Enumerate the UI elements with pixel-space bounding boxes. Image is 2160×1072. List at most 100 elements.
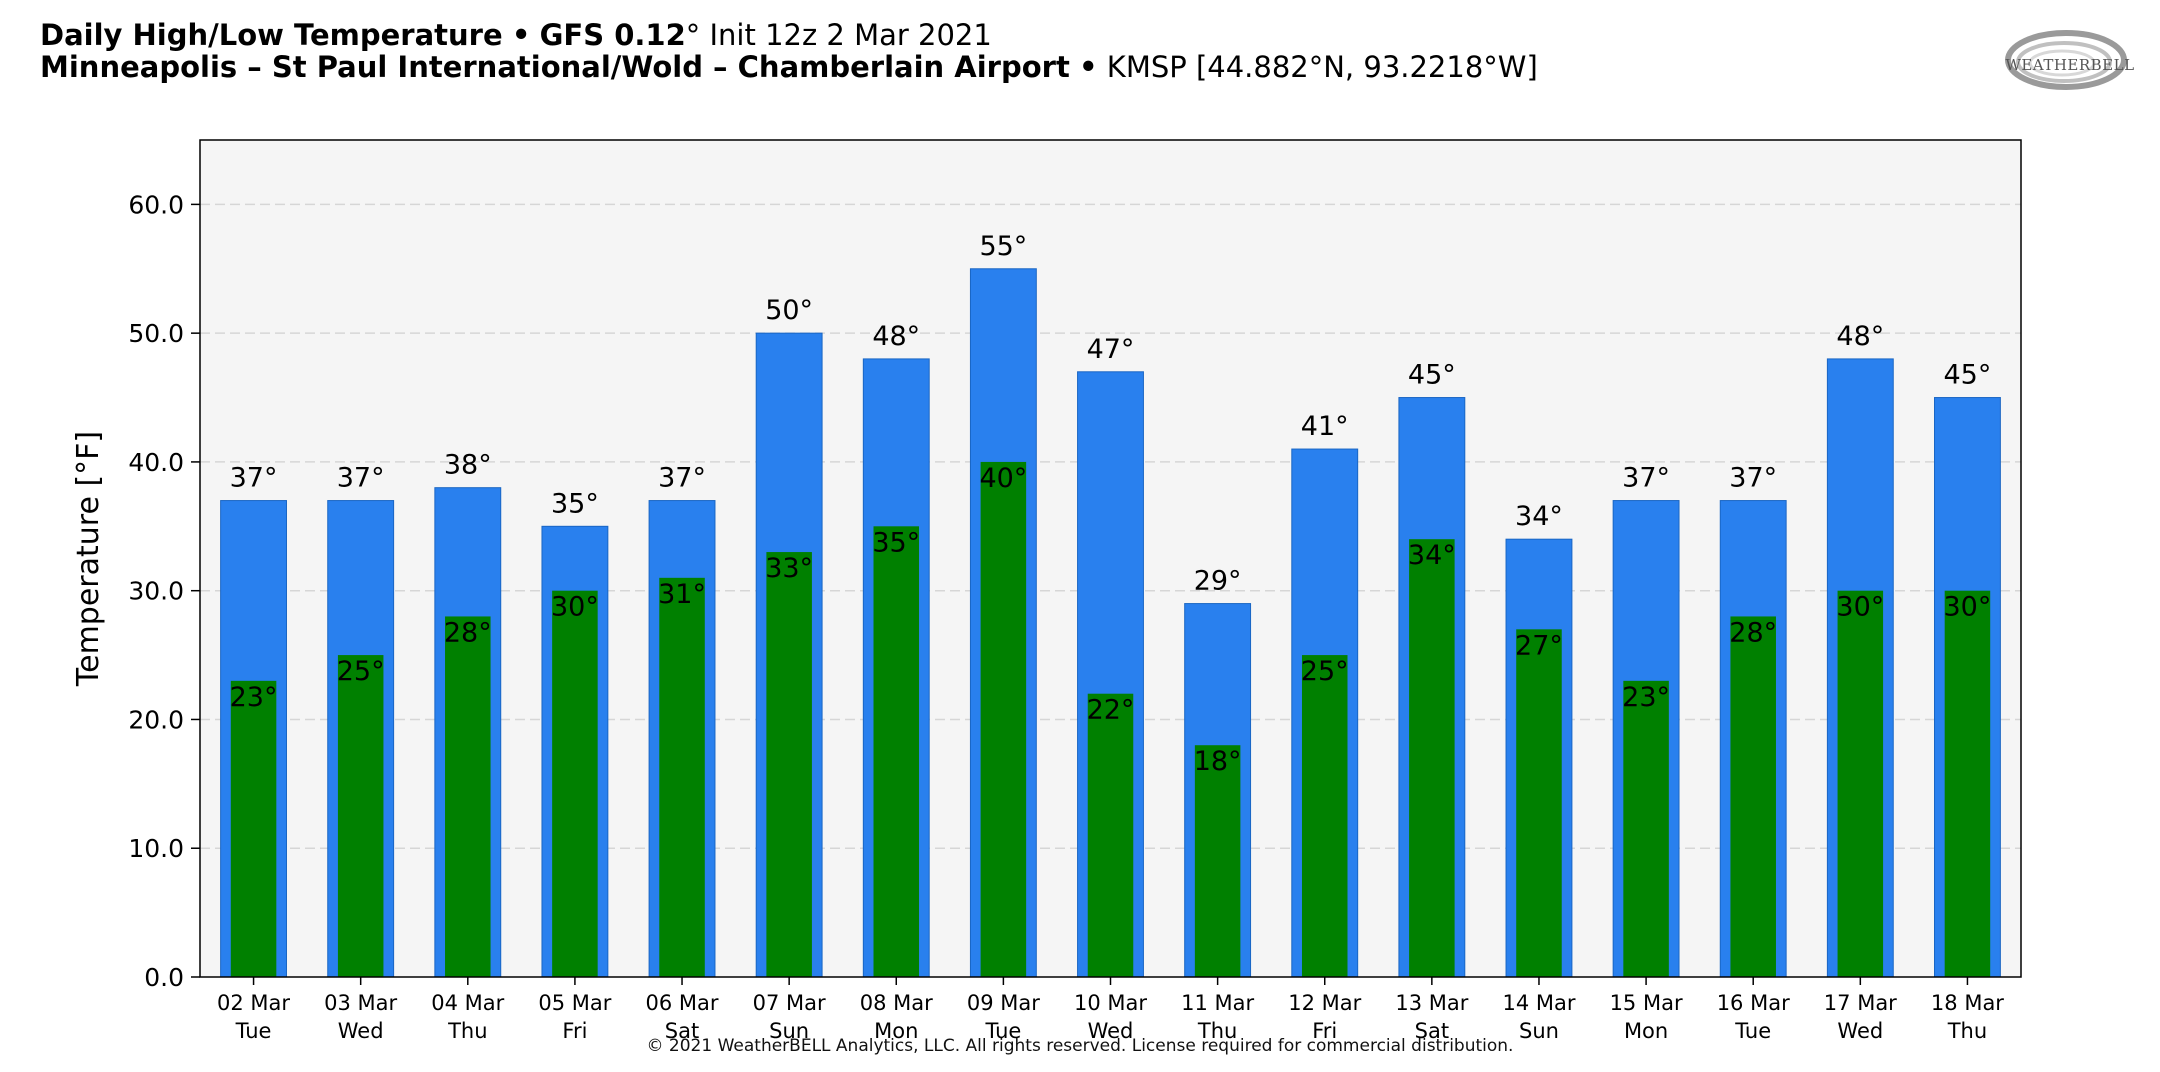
high-temp-label: 37° bbox=[230, 463, 278, 494]
y-tick-label: 50.0 bbox=[128, 319, 184, 348]
low-temp-bar bbox=[1730, 616, 1776, 977]
weatherbell-logo: WEATHERBELL bbox=[2004, 26, 2136, 96]
low-temp-label: 23° bbox=[1622, 682, 1670, 713]
x-tick-date-label: 02 Mar bbox=[217, 991, 290, 1015]
y-tick-label: 40.0 bbox=[128, 448, 184, 477]
low-temp-label: 30° bbox=[551, 592, 599, 623]
high-temp-label: 48° bbox=[872, 321, 920, 352]
x-tick-day-label: Sat bbox=[665, 1019, 699, 1043]
low-temp-bar bbox=[230, 680, 277, 977]
x-tick-day-label: Sun bbox=[769, 1019, 809, 1043]
x-tick-day-label: Wed bbox=[1837, 1019, 1883, 1043]
station-code: KMSP [44.882°N, 93.2218°W] bbox=[1106, 50, 1538, 84]
y-tick-label: 30.0 bbox=[128, 577, 184, 606]
high-temp-label: 34° bbox=[1515, 501, 1563, 532]
low-temp-label: 33° bbox=[765, 553, 813, 584]
high-temp-label: 35° bbox=[551, 488, 599, 519]
x-tick-day-label: Wed bbox=[338, 1019, 384, 1043]
title-main: Daily High/Low Temperature bbox=[40, 18, 503, 52]
low-temp-label: 23° bbox=[230, 682, 278, 713]
x-tick-date-label: 18 Mar bbox=[1931, 991, 2004, 1015]
x-tick-day-label: Thu bbox=[1947, 1019, 1987, 1043]
x-tick-day-label: Mon bbox=[874, 1019, 918, 1043]
y-tick-label: 20.0 bbox=[128, 705, 184, 734]
logo-text: WEATHERBELL bbox=[2005, 56, 2135, 74]
x-tick-day-label: Mon bbox=[1624, 1019, 1668, 1043]
plot-frame bbox=[199, 139, 2022, 978]
high-temp-label: 45° bbox=[1944, 360, 1992, 391]
high-temp-label: 37° bbox=[337, 463, 385, 494]
title-bullet: • bbox=[511, 18, 531, 52]
y-axis-label: Temperature [°F] bbox=[71, 431, 106, 687]
model-degree-mark: ° bbox=[685, 18, 701, 52]
low-temp-bar bbox=[873, 526, 920, 977]
high-temp-label: 55° bbox=[979, 231, 1027, 262]
chart-title: Daily High/Low Temperature • GFS 0.12° I… bbox=[40, 18, 992, 52]
low-temp-label: 25° bbox=[1301, 656, 1349, 687]
x-tick-date-label: 14 Mar bbox=[1502, 991, 1575, 1015]
low-temp-label: 34° bbox=[1408, 540, 1456, 571]
x-tick-day-label: Sat bbox=[1415, 1019, 1449, 1043]
x-tick-date-label: 07 Mar bbox=[753, 991, 826, 1015]
low-temp-label: 28° bbox=[1729, 617, 1777, 648]
x-tick-day-label: Wed bbox=[1088, 1019, 1134, 1043]
low-temp-bar bbox=[1301, 655, 1348, 977]
low-temp-bar bbox=[1194, 745, 1241, 977]
x-tick-date-label: 17 Mar bbox=[1824, 991, 1897, 1015]
high-temp-label: 29° bbox=[1194, 566, 1242, 597]
high-temp-label: 47° bbox=[1087, 334, 1135, 365]
low-temp-bar bbox=[980, 461, 1027, 977]
weatherbell-swirl-logo-icon bbox=[2005, 30, 2127, 90]
x-tick-date-label: 12 Mar bbox=[1288, 991, 1361, 1015]
copyright-notice: © 2021 WeatherBELL Analytics, LLC. All r… bbox=[646, 1036, 1514, 1056]
x-tick-day-label: Fri bbox=[562, 1019, 587, 1043]
x-tick-date-label: 10 Mar bbox=[1074, 991, 1147, 1015]
low-temp-label: 18° bbox=[1194, 746, 1242, 777]
high-temp-label: 38° bbox=[444, 450, 492, 481]
low-temp-bar bbox=[1516, 629, 1562, 977]
x-tick-day-label: Fri bbox=[1312, 1019, 1337, 1043]
x-tick-date-label: 11 Mar bbox=[1181, 991, 1254, 1015]
low-temp-label: 27° bbox=[1515, 630, 1563, 661]
low-temp-bar bbox=[1944, 590, 1991, 977]
low-temp-bar bbox=[659, 577, 705, 977]
x-tick-date-label: 03 Mar bbox=[324, 991, 397, 1015]
init-time: Init 12z 2 Mar 2021 bbox=[709, 18, 992, 52]
y-tick-label: 10.0 bbox=[128, 834, 184, 863]
x-tick-date-label: 05 Mar bbox=[538, 991, 611, 1015]
station-name: Minneapolis – St Paul International/Wold… bbox=[40, 50, 1070, 84]
x-tick-day-label: Tue bbox=[1734, 1019, 1771, 1043]
low-temp-label: 31° bbox=[658, 579, 706, 610]
low-temp-label: 22° bbox=[1087, 695, 1135, 726]
x-tick-date-label: 09 Mar bbox=[967, 991, 1040, 1015]
model-name: GFS 0.12 bbox=[539, 18, 686, 52]
x-tick-date-label: 06 Mar bbox=[646, 991, 719, 1015]
x-tick-day-label: Sun bbox=[1519, 1019, 1559, 1043]
low-temp-bar bbox=[445, 616, 491, 977]
x-tick-date-label: 04 Mar bbox=[431, 991, 504, 1015]
high-temp-label: 37° bbox=[1729, 463, 1777, 494]
low-temp-label: 30° bbox=[1944, 592, 1992, 623]
x-tick-date-label: 13 Mar bbox=[1395, 991, 1468, 1015]
x-tick-date-label: 08 Mar bbox=[860, 991, 933, 1015]
subtitle-bullet: • bbox=[1079, 50, 1098, 84]
x-tick-day-label: Tue bbox=[984, 1019, 1021, 1043]
high-temp-label: 37° bbox=[658, 463, 706, 494]
x-tick-day-label: Tue bbox=[235, 1019, 272, 1043]
y-tick-label: 0.0 bbox=[144, 963, 184, 992]
low-temp-label: 30° bbox=[1836, 592, 1884, 623]
x-tick-day-label: Thu bbox=[1197, 1019, 1237, 1043]
x-tick-date-label: 15 Mar bbox=[1610, 991, 1683, 1015]
low-temp-label: 40° bbox=[979, 463, 1027, 494]
high-temp-label: 37° bbox=[1622, 463, 1670, 494]
low-temp-label: 25° bbox=[337, 656, 385, 687]
low-temp-bar bbox=[552, 590, 598, 977]
low-temp-bar bbox=[1087, 693, 1134, 977]
high-temp-label: 50° bbox=[765, 295, 813, 326]
low-temp-bar bbox=[337, 655, 384, 977]
high-temp-label: 41° bbox=[1301, 411, 1349, 442]
low-temp-label: 35° bbox=[872, 527, 920, 558]
low-temp-bar bbox=[1623, 680, 1669, 977]
high-temp-label: 48° bbox=[1836, 321, 1884, 352]
